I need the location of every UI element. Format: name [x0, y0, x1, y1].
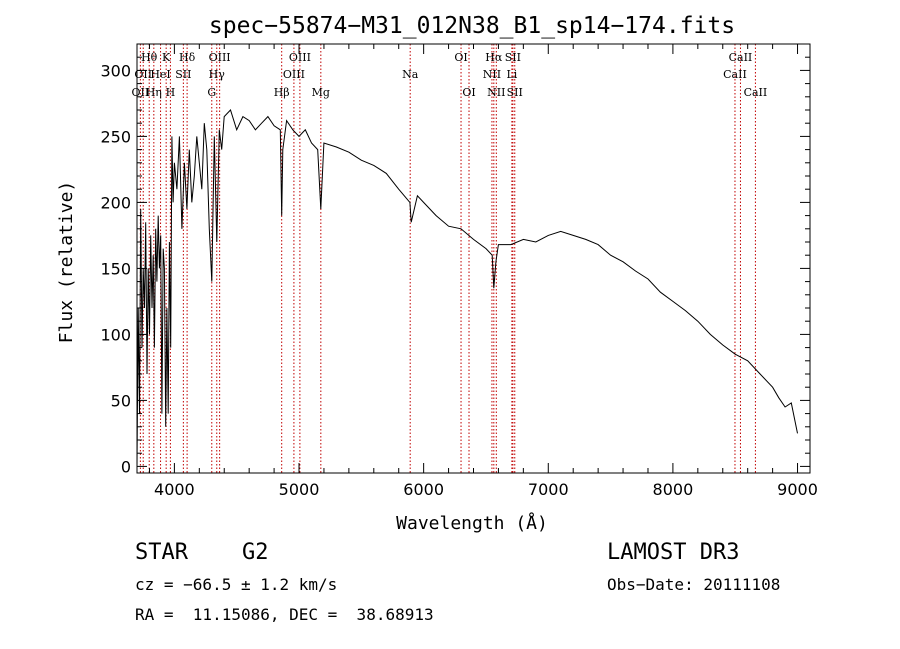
- plot-frame: [136, 43, 811, 474]
- x-tick-label: 4000: [154, 480, 195, 499]
- spectral-line-label: Hβ: [274, 86, 290, 99]
- spectral-line-label: Na: [402, 68, 419, 81]
- spectral-line-label: Li: [506, 68, 517, 81]
- y-tick-label: 250: [100, 127, 131, 146]
- spectral-line-label: OI: [454, 51, 467, 64]
- y-tick-label: 100: [100, 325, 131, 344]
- spectral-line-markers: [139, 44, 756, 473]
- x-tick-label: 5000: [279, 480, 320, 499]
- chart-title: spec−55874−M31_012N38_B1_sp14−174.fits: [209, 13, 735, 39]
- spectral-line-label: Hα: [485, 51, 503, 64]
- spectral-line-label: OI: [462, 86, 475, 99]
- coordinates: RA = 11.15086, DEC = 38.68913: [135, 605, 434, 624]
- y-tick-label: 200: [100, 193, 131, 212]
- spectral-line-label: OIII: [283, 68, 305, 81]
- x-axis-ticks: 4000 5000 6000 7000 8000 9000: [148, 44, 818, 499]
- spectral-line-label: H: [166, 86, 176, 99]
- object-subclass: G2: [242, 540, 269, 565]
- spectral-line-label: CaII: [744, 86, 768, 99]
- spectral-line-label: OIII: [209, 51, 231, 64]
- spectral-line-label: CaII: [729, 51, 753, 64]
- y-tick-label: 150: [100, 259, 131, 278]
- spectral-line-label: SII: [175, 68, 191, 81]
- spectral-line-label: SII: [507, 86, 523, 99]
- spectral-line-label: CaII: [723, 68, 747, 81]
- spectral-line-label: Hγ: [209, 68, 226, 81]
- spectral-line-label: Hθ: [141, 51, 158, 64]
- x-tick-label: 9000: [777, 480, 818, 499]
- spectral-line-label: K: [162, 51, 171, 64]
- x-tick-label: 8000: [653, 480, 694, 499]
- object-class: STAR: [135, 540, 188, 565]
- x-axis-label: Wavelength (Å): [396, 512, 548, 534]
- spectral-line-label: OII: [132, 86, 150, 99]
- spectral-line-label: G: [207, 86, 216, 99]
- spectral-line-label: OII: [134, 68, 152, 81]
- redshift-cz: cz = −66.5 ± 1.2 km/s: [135, 575, 338, 594]
- observation-date: Obs−Date: 20111108: [607, 575, 781, 594]
- spectral-line-label: Hδ: [179, 51, 196, 64]
- y-tick-label: 0: [121, 457, 131, 476]
- spectral-line-labels: OII OII Hθ Hη HeI K H SII Hδ G Hγ OIII Hβ OIII OIII Mg N…: [132, 51, 768, 99]
- spectral-line-label: SII: [505, 51, 521, 64]
- spectral-line-label: Mg: [312, 86, 330, 99]
- spectral-line-label: OIII: [289, 51, 311, 64]
- y-tick-label: 50: [111, 391, 131, 410]
- survey-name: LAMOST DR3: [607, 540, 740, 565]
- x-tick-label: 7000: [528, 480, 569, 499]
- y-axis-ticks: 0 50 100 150 200 250 300: [100, 56, 810, 476]
- y-axis-label: Flux (relative): [56, 181, 77, 344]
- spectral-line-label: NII: [487, 86, 505, 99]
- y-tick-label: 300: [100, 61, 131, 80]
- spectrum-series-line: [136, 109, 798, 467]
- x-tick-label: 6000: [403, 480, 444, 499]
- spectral-line-label: NII: [483, 68, 501, 81]
- spectral-line-label: Hη: [146, 86, 162, 99]
- spectral-line-label: HeI: [150, 68, 170, 81]
